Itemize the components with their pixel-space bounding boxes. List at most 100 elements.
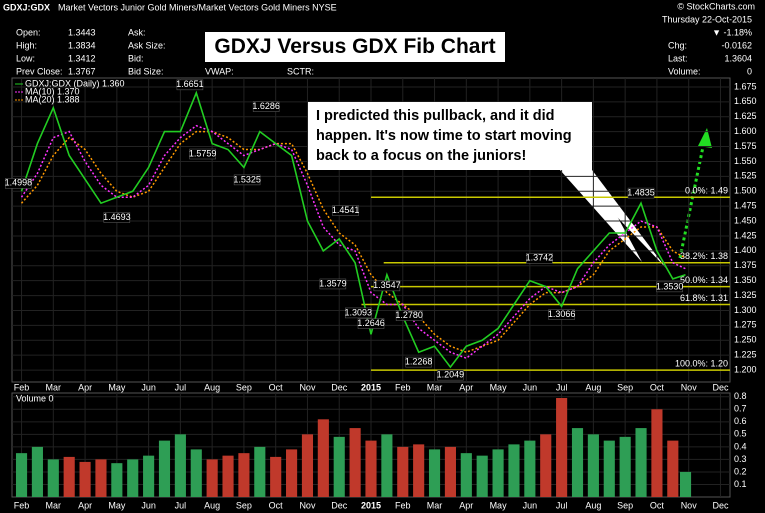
legend-label: MA(10) 1.370	[25, 86, 80, 96]
volume-bar	[635, 428, 647, 497]
volume-bar	[413, 444, 425, 497]
x-tick-label: Sep	[236, 500, 252, 510]
chart-title: GDXJ Versus GDX Fib Chart	[205, 32, 505, 62]
point-label: 1.3579	[319, 278, 347, 288]
x-tick-label: Oct	[269, 382, 284, 392]
volume-bar	[556, 398, 568, 497]
y-tick-label: 0.3	[734, 454, 747, 464]
volume-bar	[79, 461, 91, 497]
y-tick-label: 1.400	[734, 245, 757, 255]
x-tick-label: Apr	[459, 500, 473, 510]
legend-label: MA(20) 1.388	[25, 94, 80, 104]
y-tick-label: 1.300	[734, 305, 757, 315]
annotation-line: back to a focus on the juniors!	[316, 148, 527, 164]
volume-bar	[444, 446, 456, 497]
point-label: 1.4835	[627, 187, 655, 197]
y-tick-label: 0.6	[734, 416, 747, 426]
x-tick-label: Feb	[395, 500, 411, 510]
y-tick-label: 0.2	[734, 466, 747, 476]
volume-bar	[111, 463, 123, 497]
volume-bar	[190, 449, 202, 497]
quote-value: 0	[747, 66, 752, 76]
volume-bar	[587, 434, 599, 497]
point-label: 1.4998	[5, 178, 33, 188]
volume-bar	[397, 446, 409, 497]
y-tick-label: 0.5	[734, 429, 747, 439]
point-label-box	[405, 356, 432, 368]
x-tick-label: Jun	[523, 382, 538, 392]
point-label: 1.3093	[345, 307, 373, 317]
x-tick-label: May	[108, 500, 126, 510]
y-tick-label: 1.250	[734, 335, 757, 345]
x-tick-label: Jul	[556, 382, 568, 392]
legend-label: GDXJ:GDX (Daily) 1.360	[25, 78, 125, 88]
point-label-box	[233, 174, 261, 186]
annotation-line: I predicted this pullback, and it did	[316, 108, 555, 124]
volume-bar	[679, 471, 692, 497]
point-label-box	[345, 307, 372, 319]
volume-bar	[158, 440, 171, 497]
y-tick-label: 1.675	[734, 81, 757, 91]
point-label: 1.4541	[332, 205, 360, 215]
x-tick-label: May	[490, 500, 508, 510]
y-tick-label: 0.4	[734, 441, 747, 451]
x-tick-label: Mar	[46, 382, 62, 392]
volume-bar	[286, 449, 298, 497]
x-tick-label: Nov	[299, 382, 316, 392]
point-label-box	[627, 187, 655, 199]
field-label: Ask:	[128, 27, 146, 37]
y-tick-label: 1.225	[734, 350, 757, 360]
description: Market Vectors Junior Gold Miners/Market…	[58, 2, 337, 12]
x-tick-label: Mar	[427, 382, 443, 392]
field-label: Open:	[16, 27, 41, 37]
quote-label: Chg:	[668, 40, 687, 50]
x-tick-label: Mar	[46, 500, 62, 510]
volume-bar	[333, 436, 345, 497]
x-tick-label: Nov	[299, 500, 316, 510]
x-tick-label: Jun	[141, 500, 156, 510]
point-label-box	[395, 310, 423, 321]
x-tick-label: Nov	[681, 500, 698, 510]
x-tick-label: Jul	[556, 500, 568, 510]
x-tick-label: Feb	[14, 500, 30, 510]
x-tick-label: Jun	[523, 500, 538, 510]
x-tick-label: Dec	[712, 500, 729, 510]
point-label-box	[656, 281, 683, 293]
x-tick-label: Aug	[204, 500, 220, 510]
y-tick-label: 1.450	[734, 215, 757, 225]
volume-bar	[460, 453, 472, 497]
point-label: 1.4693	[103, 212, 131, 222]
point-label-box	[5, 178, 32, 189]
y-tick-label: 1.500	[734, 186, 757, 196]
point-label: 1.5759	[189, 148, 217, 158]
price-line	[20, 90, 686, 369]
volume-bar	[15, 453, 28, 497]
point-label: 1.2646	[357, 318, 385, 328]
field-label: Ask Size:	[128, 40, 166, 50]
x-tick-label: 2015	[361, 382, 381, 392]
field-value: 1.3443	[68, 27, 96, 37]
volume-bar	[667, 440, 679, 497]
y-tick-label: 0.7	[734, 404, 747, 414]
x-tick-label: Jun	[141, 382, 156, 392]
x-tick-label: Oct	[269, 500, 284, 510]
volume-bar	[47, 459, 59, 497]
forecast-arrow	[678, 141, 706, 259]
x-tick-label: Feb	[395, 382, 411, 392]
x-tick-label: Aug	[204, 382, 220, 392]
price-line	[20, 130, 686, 354]
y-tick-label: 1.550	[734, 156, 757, 166]
volume-bar	[174, 434, 186, 497]
symbol: GDXJ:GDX	[3, 2, 50, 12]
x-tick-label: Aug	[585, 500, 601, 510]
fib-label: 100.0%: 1.20	[675, 358, 728, 368]
x-tick-label: Dec	[331, 500, 348, 510]
x-tick-label: Apr	[78, 500, 92, 510]
volume-bar	[603, 440, 615, 497]
y-tick-label: 1.475	[734, 201, 757, 211]
volume-bar	[524, 440, 536, 497]
x-tick-label: Sep	[236, 382, 252, 392]
annotation: I predicted this pullback, and it did hap…	[308, 102, 592, 170]
quote-label: Volume:	[668, 66, 701, 76]
y-tick-label: 1.575	[734, 141, 757, 151]
